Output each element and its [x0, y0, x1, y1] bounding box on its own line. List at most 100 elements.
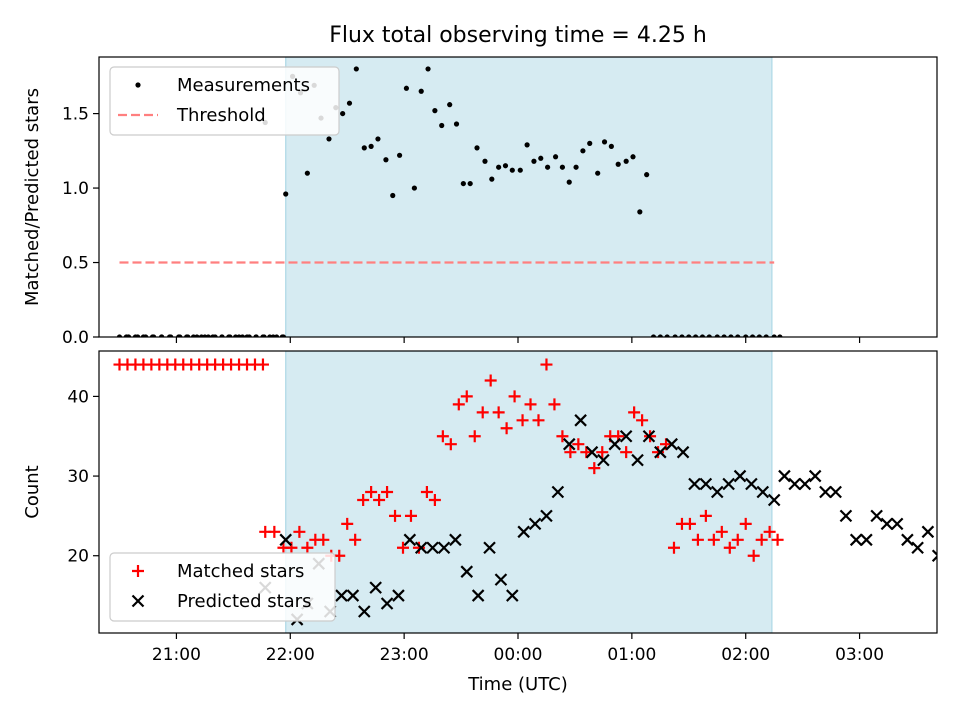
measurement-point [637, 209, 643, 215]
matched-star-marker [540, 358, 553, 371]
measurement-point [432, 108, 438, 114]
matched-star-marker [548, 398, 561, 411]
plot-area [113, 351, 960, 633]
matched-star-marker [268, 525, 281, 538]
predicted-star-marker [778, 469, 791, 483]
matched-star-marker [628, 406, 641, 419]
legend-label: Predicted stars [177, 591, 311, 612]
predicted-star-marker [798, 477, 812, 491]
measurement-point [679, 334, 685, 337]
predicted-star-marker [597, 453, 610, 467]
measurement-point [467, 180, 473, 187]
measurement-point [524, 142, 530, 148]
matched-star-marker [747, 549, 760, 562]
predicted-star-marker [346, 589, 360, 602]
predicted-star-marker [756, 485, 770, 499]
measurement-point [587, 140, 593, 146]
measurement-point [699, 334, 706, 337]
matched-star-marker [428, 493, 441, 506]
matched-star-marker [707, 533, 720, 546]
measurement-point [340, 110, 346, 117]
matched-star-marker [532, 414, 545, 427]
predicted-star-marker [911, 541, 924, 555]
measurement-point [453, 121, 460, 127]
predicted-star-marker [943, 542, 954, 553]
predicted-star-marker [494, 573, 508, 586]
matched-star-marker [508, 390, 521, 403]
predicted-star-marker [279, 533, 293, 547]
legend-label: Threshold [176, 105, 266, 126]
predicted-star-marker [631, 453, 644, 467]
measurement-point [304, 170, 310, 176]
measurement-point [489, 176, 495, 182]
measurement-point [482, 158, 488, 164]
measurement-point [623, 158, 629, 164]
x-tick-label: 23:00 [380, 645, 429, 665]
measurement-point [460, 180, 466, 187]
predicted-star-marker [562, 437, 576, 451]
measurement-point [140, 334, 147, 337]
matched-star-marker [412, 541, 425, 554]
legend-marker [135, 82, 141, 88]
predicted-star-marker [540, 509, 553, 523]
measurement-point [644, 172, 650, 178]
measurement-point [190, 334, 197, 337]
measurement-point [573, 164, 579, 170]
predicted-star-marker [608, 437, 622, 451]
matched-star-marker [683, 517, 696, 530]
matched-star-marker [699, 509, 712, 522]
predicted-star-marker [642, 429, 656, 443]
predicted-star-marker [414, 541, 428, 555]
measurement-point [601, 139, 608, 145]
measurement-point [693, 334, 699, 337]
x-tick-label: 03:00 [835, 645, 884, 665]
x-tick-label: 01:00 [607, 645, 656, 665]
measurement-point [517, 167, 523, 173]
matched-star-marker [285, 541, 298, 554]
predicted-star-marker [722, 477, 735, 491]
legend-marker [131, 594, 145, 608]
matched-star-marker [444, 438, 457, 451]
predicted-star-marker [860, 533, 873, 547]
matched-star-marker [452, 398, 465, 411]
predicted-star-marker [870, 509, 883, 523]
x-axis-label: Time (UTC) [467, 674, 568, 695]
predicted-star-marker [335, 589, 348, 602]
observing-window-span [285, 57, 773, 337]
matched-star-marker [667, 541, 680, 554]
predicted-star-marker [528, 517, 542, 531]
measurement-point [368, 143, 374, 149]
predicted-star-marker [551, 485, 565, 499]
predicted-star-marker [506, 589, 519, 602]
predicted-star-marker [767, 493, 781, 507]
measurement-point [552, 154, 559, 160]
predicted-star-marker [953, 518, 960, 529]
legend-box [109, 66, 340, 136]
y-tick-label: 0.0 [62, 328, 89, 348]
matched-star-marker [500, 422, 513, 435]
matched-star-marker [397, 541, 410, 554]
measurement-point [474, 145, 480, 151]
measurement-point [390, 192, 396, 199]
predicted-star-marker [380, 597, 394, 610]
measurement-point [743, 334, 749, 337]
measurement-point [664, 334, 670, 337]
measurement-point [749, 334, 756, 337]
predicted-star-marker [710, 485, 724, 499]
measurement-point [123, 334, 129, 337]
matched-star-marker [588, 462, 601, 475]
measurement-point [149, 334, 156, 337]
measurement-point [686, 334, 692, 337]
matched-star-marker [652, 446, 665, 459]
predicted-star-marker [788, 477, 801, 491]
measurement-point [159, 334, 165, 337]
count-panel: 20 30 40 21:00 22:00 23:00 00:00 01:00 02:00 03:0… [22, 350, 960, 665]
measurement-point [166, 334, 173, 337]
measurement-point [531, 158, 537, 164]
predicted-star-marker [471, 589, 485, 602]
matched-star-marker [381, 486, 394, 498]
measurement-point [630, 154, 636, 160]
measurement-point [219, 334, 225, 337]
measurement-point [657, 334, 663, 337]
